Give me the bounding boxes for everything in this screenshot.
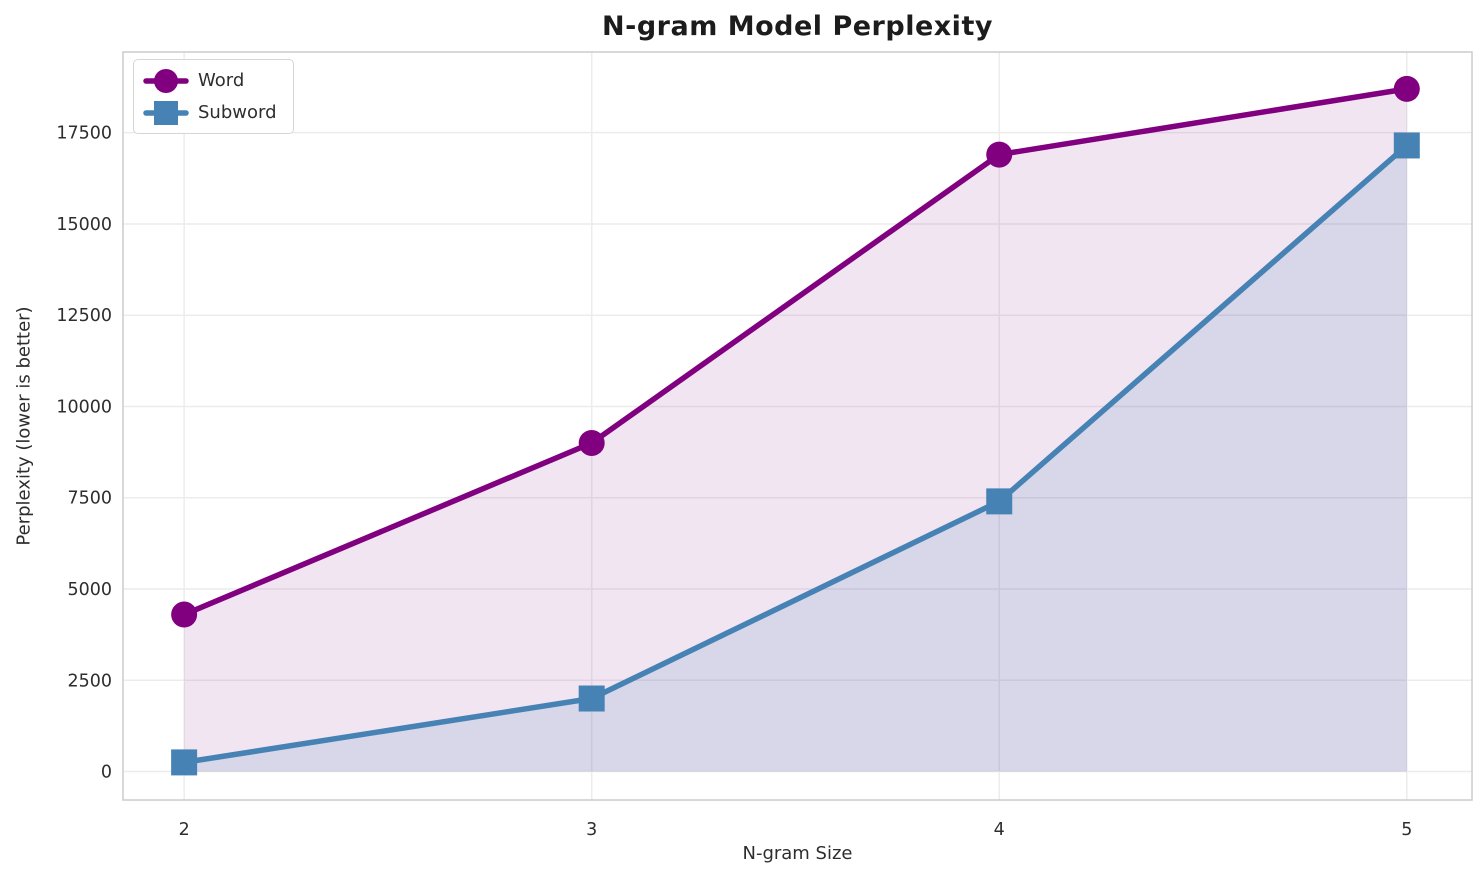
legend: Word Subword [133,59,294,134]
legend-item-word: Word [143,65,277,96]
x-tick-label: 3 [586,820,597,840]
x-tick-label: 4 [994,820,1005,840]
subword-data-point-marker [578,685,605,712]
x-tick-label: 5 [1401,820,1412,840]
y-tick-label: 2500 [67,671,112,691]
subword-marker-icon [143,100,189,125]
y-tick-label: 0 [101,763,112,783]
legend-item-subword: Subword [143,97,277,128]
word-data-point-marker [578,429,605,456]
word-data-point-marker [986,141,1013,168]
y-tick-label: 17500 [56,124,112,144]
x-tick-label: 2 [179,820,190,840]
chart-title: N-gram Model Perplexity [602,11,993,42]
y-axis-label: Perplexity (lower is better) [13,306,35,546]
legend-label-word: Word [198,69,245,91]
x-axis-label: N-gram Size [742,843,853,864]
subword-data-point-marker [1393,132,1420,159]
y-tick-label: 7500 [67,489,112,509]
legend-label-subword: Subword [198,101,277,123]
subword-data-point-marker [171,749,198,776]
y-tick-label: 15000 [56,215,112,235]
word-area-fill [184,88,1407,772]
subword-line [181,142,1410,766]
y-tick-label: 5000 [67,580,112,600]
y-tick-label: 12500 [56,306,112,326]
word-data-point-marker [171,601,198,628]
word-line [181,86,1410,618]
subword-data-point-marker [986,488,1013,515]
y-tick-label: 10000 [56,397,112,417]
word-marker-icon [143,68,189,93]
axes-frame [122,51,1473,801]
subword-area-fill [184,145,1407,772]
word-data-point-marker [1393,75,1420,102]
